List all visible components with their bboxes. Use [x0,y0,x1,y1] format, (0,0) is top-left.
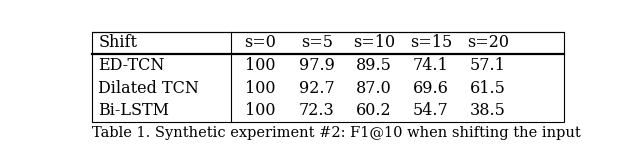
Text: 57.1: 57.1 [470,57,506,74]
Text: s=0: s=0 [244,34,276,52]
Text: 60.2: 60.2 [356,102,392,119]
Text: 89.5: 89.5 [356,57,392,74]
Text: 92.7: 92.7 [299,79,335,97]
Text: 97.9: 97.9 [299,57,335,74]
Text: s=20: s=20 [467,34,509,52]
Text: 100: 100 [244,79,275,97]
Text: Shift: Shift [99,34,138,52]
Text: 72.3: 72.3 [299,102,335,119]
Text: 100: 100 [244,57,275,74]
Text: Table 1. Synthetic experiment #2: F1@10 when shifting the input: Table 1. Synthetic experiment #2: F1@10 … [92,126,581,140]
Text: s=5: s=5 [301,34,333,52]
Text: 61.5: 61.5 [470,79,506,97]
Text: s=15: s=15 [410,34,452,52]
Text: Bi-LSTM: Bi-LSTM [99,102,170,119]
Text: 38.5: 38.5 [470,102,506,119]
Text: ED-TCN: ED-TCN [99,57,164,74]
Text: 87.0: 87.0 [356,79,392,97]
Bar [92,32,564,122]
Text: 100: 100 [244,102,275,119]
Text: 74.1: 74.1 [413,57,449,74]
Text: Dilated TCN: Dilated TCN [99,79,199,97]
Text: 54.7: 54.7 [413,102,449,119]
Text: s=10: s=10 [353,34,395,52]
Text: 69.6: 69.6 [413,79,449,97]
